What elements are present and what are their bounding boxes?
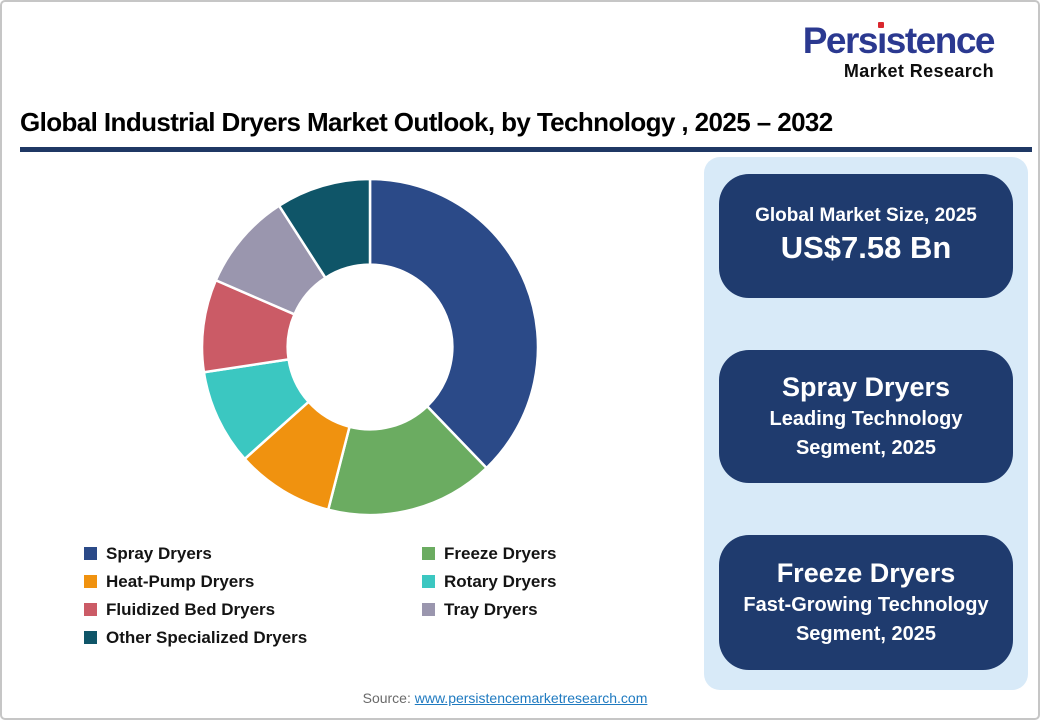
source-label: Source: (362, 690, 415, 706)
legend-swatch-icon (84, 547, 97, 560)
source-link[interactable]: www.persistencemarketresearch.com (414, 690, 648, 706)
source-line: Source: www.persistencemarketresearch.co… (2, 690, 1008, 706)
chart-legend: Spray Dryers Freeze Dryers Heat-Pump Dryer… (84, 542, 556, 649)
legend-label: Tray Dryers (444, 599, 538, 619)
market-size-card-value: US$7.58 Bn (780, 229, 952, 265)
market-size-card-title: Global Market Size, 2025 (755, 205, 977, 227)
legend-item-other-specialized-dryers: Other Specialized Dryers (84, 626, 422, 649)
legend-swatch-icon (84, 603, 97, 616)
donut-chart (190, 167, 550, 527)
legend-swatch-icon (422, 575, 435, 588)
legend-item-freeze-dryers: Freeze Dryers (422, 542, 556, 565)
donut-segment-other-specialized-dryers (277, 177, 372, 280)
page-title: Global Industrial Dryers Market Outlook,… (20, 107, 833, 137)
donut-segment-spray-dryers (368, 177, 540, 470)
leading-segment-card-subtitle: Leading Technology Segment, 2025 (769, 408, 963, 460)
logo-brand: Persı stence (802, 20, 996, 61)
legend-label: Heat-Pump Dryers (106, 571, 255, 591)
legend-swatch-icon (84, 575, 97, 588)
logo-red-dot-icon (878, 22, 885, 28)
legend-label: Spray Dryers (106, 543, 212, 563)
logo-letter-i: ı (876, 20, 887, 61)
fast-growing-segment-card: Freeze Dryers Fast-Growing Technology Se… (719, 535, 1013, 670)
legend-label: Other Specialized Dryers (106, 627, 308, 647)
legend-item-spray-dryers: Spray Dryers (84, 542, 422, 565)
leading-segment-card: Spray Dryers Leading Technology Segment,… (719, 350, 1013, 483)
legend-item-heat-pump-dryers: Heat-Pump Dryers (84, 570, 422, 593)
persistence-market-research-logo: Persı stence Market Research (802, 20, 996, 81)
fast-growing-segment-card-subtitle: Fast-Growing Technology Segment, 2025 (743, 594, 989, 646)
logo-tagline: Market Research (843, 61, 994, 81)
legend-label: Rotary Dryers (444, 571, 557, 591)
info-panel: Global Market Size, 2025 US$7.58 Bn Spra… (704, 157, 1028, 690)
donut-chart-svg (200, 177, 540, 517)
title-underline (20, 147, 1032, 152)
fast-growing-segment-card-title: Freeze Dryers (776, 557, 956, 588)
legend-label: Freeze Dryers (444, 543, 557, 563)
legend-item-tray-dryers: Tray Dryers (422, 598, 556, 621)
legend-swatch-icon (84, 631, 97, 644)
legend-item-fluidized-bed-dryers: Fluidized Bed Dryers (84, 598, 422, 621)
legend-item-rotary-dryers: Rotary Dryers (422, 570, 556, 593)
market-size-card: Global Market Size, 2025 US$7.58 Bn (719, 174, 1013, 298)
legend-label: Fluidized Bed Dryers (106, 599, 276, 619)
legend-swatch-icon (422, 547, 435, 560)
legend-swatch-icon (422, 603, 435, 616)
leading-segment-card-title: Spray Dryers (781, 371, 951, 402)
